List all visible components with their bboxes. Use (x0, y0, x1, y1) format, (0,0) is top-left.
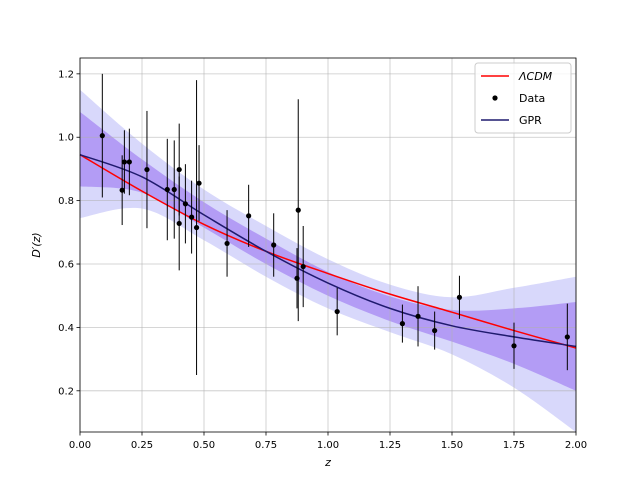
x-axis-label: z (324, 456, 331, 469)
x-tick-label: 0.75 (255, 440, 277, 451)
x-tick-label: 1.50 (441, 440, 463, 451)
legend-data-label: Data (519, 92, 545, 105)
data-point (182, 201, 188, 207)
x-axis-ticks: 0.00 0.25 0.50 0.75 1.00 1.25 1.50 1.75 2.00 (69, 432, 587, 451)
data-point (564, 334, 570, 340)
data-point (99, 133, 105, 139)
data-point (334, 308, 340, 315)
y-tick-label: 0.4 (58, 323, 74, 334)
data-point (399, 321, 405, 327)
gpr-line (79, 153, 577, 348)
x-tick-label: 1.25 (379, 440, 401, 451)
data-point (171, 186, 177, 193)
data-point (164, 186, 170, 193)
data-point (144, 166, 150, 173)
data-point (196, 180, 202, 186)
x-tick-label: 2.00 (565, 440, 587, 451)
lcdm-line (79, 154, 577, 349)
data-point (176, 166, 182, 173)
y-axis-ticks: 0.2 0.4 0.6 0.8 1.0 1.2 (58, 69, 80, 397)
data-point (415, 313, 421, 319)
y-tick-label: 0.8 (58, 196, 74, 207)
legend-box (474, 62, 572, 134)
data-point (294, 275, 300, 281)
data-point (126, 159, 132, 165)
data-point (271, 242, 277, 248)
data-point (300, 263, 306, 270)
data-points (99, 73, 570, 375)
data-point (119, 187, 125, 193)
data-point (121, 159, 127, 165)
x-tick-label: 0.00 (69, 440, 91, 451)
data-point (295, 207, 301, 213)
data-point (246, 213, 252, 219)
x-tick-label: 0.50 (193, 440, 215, 451)
data-point (193, 224, 200, 231)
y-tick-label: 1.0 (58, 133, 74, 144)
x-tick-label: 1.00 (317, 440, 339, 451)
legend-gpr-label: GPR (519, 114, 542, 127)
data-point (456, 294, 463, 300)
series-lines (79, 153, 577, 349)
x-tick-label: 0.25 (131, 440, 153, 451)
y-tick-label: 0.2 (58, 386, 74, 397)
data-point (224, 240, 230, 247)
y-tick-label: 1.2 (58, 69, 74, 80)
data-point (176, 220, 182, 227)
x-tick-label: 1.75 (503, 440, 525, 451)
legend: ΛCDM Data GPR (474, 62, 572, 134)
legend-data-swatch (492, 95, 498, 101)
y-axis-label: D′(z) (30, 232, 43, 257)
data-point (189, 214, 195, 220)
data-point (511, 343, 517, 349)
y-tick-label: 0.6 (58, 260, 74, 271)
legend-lcdm-label: ΛCDM (518, 70, 553, 83)
data-point (432, 327, 438, 334)
